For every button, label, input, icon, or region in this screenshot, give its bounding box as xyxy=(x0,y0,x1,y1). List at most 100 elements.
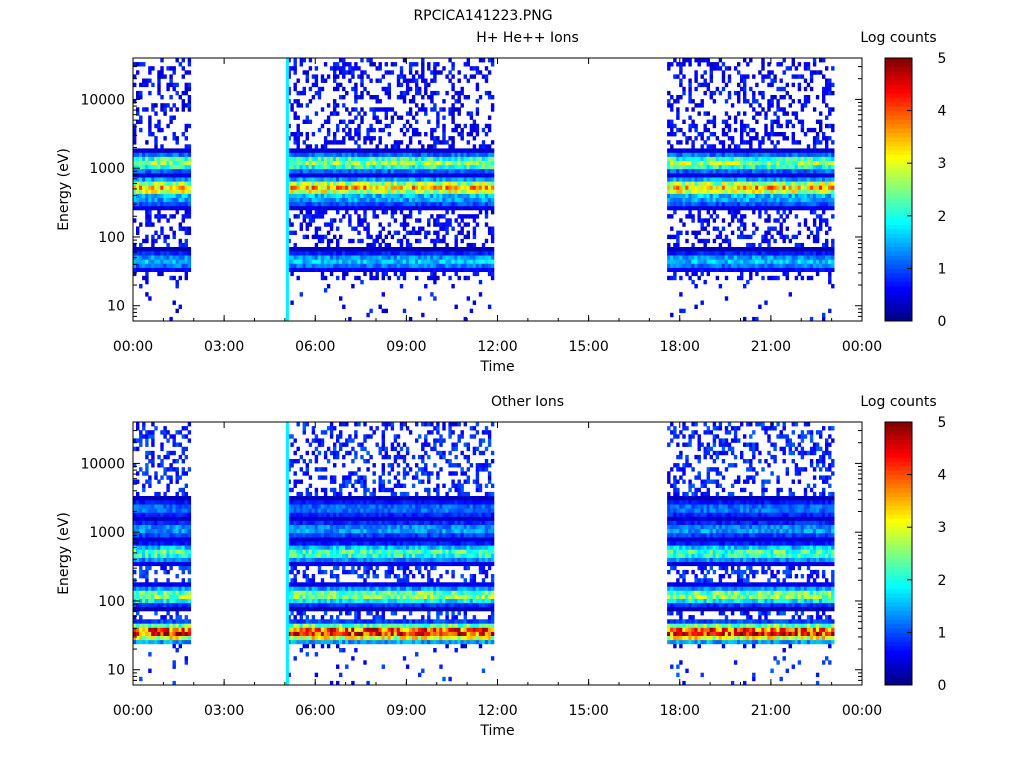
heatmap-cell xyxy=(828,78,832,83)
heatmap-cell xyxy=(305,197,309,203)
heatmap-cell xyxy=(430,181,434,186)
heatmap-cell xyxy=(697,103,701,108)
heatmap-cell xyxy=(819,169,823,174)
heatmap-cell xyxy=(405,263,410,268)
y-tick-label: 100 xyxy=(98,230,125,246)
heatmap-cell xyxy=(828,205,832,211)
heatmap-cell xyxy=(487,259,492,264)
heatmap-cell xyxy=(761,234,765,240)
heatmap-cell xyxy=(145,164,149,170)
heatmap-cell xyxy=(396,255,401,260)
heatmap-cell xyxy=(175,156,179,161)
heatmap-cell xyxy=(181,251,185,256)
heatmap-cell xyxy=(442,152,446,157)
heatmap-cell xyxy=(366,222,370,227)
heatmap-cell xyxy=(369,263,373,268)
colorbar-segment xyxy=(885,75,912,81)
heatmap-cell xyxy=(175,205,179,211)
heatmap-cell xyxy=(472,169,477,174)
heatmap-cell xyxy=(776,181,780,186)
heatmap-cell xyxy=(402,181,407,186)
heatmap-cell xyxy=(475,127,480,133)
heatmap-cell xyxy=(187,214,192,219)
heatmap-cell xyxy=(712,218,717,223)
x-tick-label: 12:00 xyxy=(477,339,517,355)
heatmap-cell xyxy=(290,197,294,203)
heatmap-cell xyxy=(803,193,808,198)
heatmap-cell xyxy=(181,148,185,153)
heatmap-cell xyxy=(151,259,155,264)
heatmap-cell xyxy=(709,160,713,166)
heatmap-cell xyxy=(475,259,480,264)
heatmap-cell xyxy=(427,173,431,178)
heatmap-cell xyxy=(691,205,695,211)
heatmap-cell xyxy=(169,251,173,256)
heatmap-cell xyxy=(354,160,358,166)
heatmap-cell xyxy=(709,214,713,219)
heatmap-cell xyxy=(758,148,762,153)
heatmap-cell xyxy=(302,86,306,92)
heatmap-cell xyxy=(457,111,461,116)
heatmap-cell xyxy=(314,164,319,170)
heatmap-cell xyxy=(439,164,443,170)
heatmap-cell xyxy=(730,251,735,256)
heatmap-cell xyxy=(691,242,695,248)
heatmap-cell xyxy=(782,185,786,190)
heatmap-cell xyxy=(472,263,477,268)
heatmap-cell xyxy=(487,90,492,96)
heatmap-cell xyxy=(133,594,137,599)
heatmap-cell xyxy=(749,263,753,268)
heatmap-cell xyxy=(418,169,422,174)
heatmap-cell xyxy=(466,152,470,157)
heatmap-cell xyxy=(773,144,777,149)
heatmap-cell xyxy=(139,545,143,550)
heatmap-cell xyxy=(384,144,388,149)
heatmap-cell xyxy=(472,181,477,186)
heatmap-cell xyxy=(139,189,143,194)
heatmap-cell xyxy=(326,189,331,194)
heatmap-cell xyxy=(424,148,428,153)
heatmap-cell xyxy=(819,255,823,260)
heatmap-cell xyxy=(436,218,440,223)
heatmap-cell xyxy=(688,99,692,104)
heatmap-cell xyxy=(160,263,164,268)
heatmap-cell xyxy=(679,247,683,252)
heatmap-cell xyxy=(667,148,671,153)
heatmap-cell xyxy=(393,271,398,277)
heatmap-cell xyxy=(770,197,774,203)
heatmap-cell xyxy=(393,177,398,182)
heatmap-cell xyxy=(148,214,152,219)
heatmap-cell xyxy=(287,99,291,104)
heatmap-cell xyxy=(178,267,182,272)
colorbar-tick-label: 0 xyxy=(938,314,947,330)
heatmap-cell xyxy=(366,181,370,186)
heatmap-cell xyxy=(296,255,300,260)
heatmap-cell xyxy=(478,164,483,170)
heatmap-cell xyxy=(418,90,422,96)
heatmap-cell xyxy=(369,152,373,157)
heatmap-cell xyxy=(724,238,729,244)
heatmap-cell xyxy=(372,115,376,120)
heatmap-cell xyxy=(761,267,765,272)
heatmap-cell xyxy=(333,160,337,166)
heatmap-cell xyxy=(421,62,425,67)
heatmap-cell xyxy=(794,234,799,240)
heatmap-cell xyxy=(831,148,835,153)
heatmap-cell xyxy=(154,169,158,174)
heatmap-cell xyxy=(293,189,297,194)
heatmap-cell xyxy=(329,156,334,161)
heatmap-cell xyxy=(184,160,188,166)
heatmap-cell xyxy=(384,308,388,314)
heatmap-cell xyxy=(357,95,361,100)
heatmap-cell xyxy=(415,103,419,108)
heatmap-cell xyxy=(475,148,480,153)
heatmap-cell xyxy=(166,189,170,194)
heatmap-cell xyxy=(454,148,458,153)
heatmap-cell xyxy=(418,156,422,161)
heatmap-cell xyxy=(819,70,823,75)
heatmap-cell xyxy=(339,251,343,256)
heatmap-cell xyxy=(372,156,376,161)
heatmap-cell xyxy=(354,173,358,178)
heatmap-cell xyxy=(469,177,474,182)
heatmap-cell xyxy=(381,189,385,194)
